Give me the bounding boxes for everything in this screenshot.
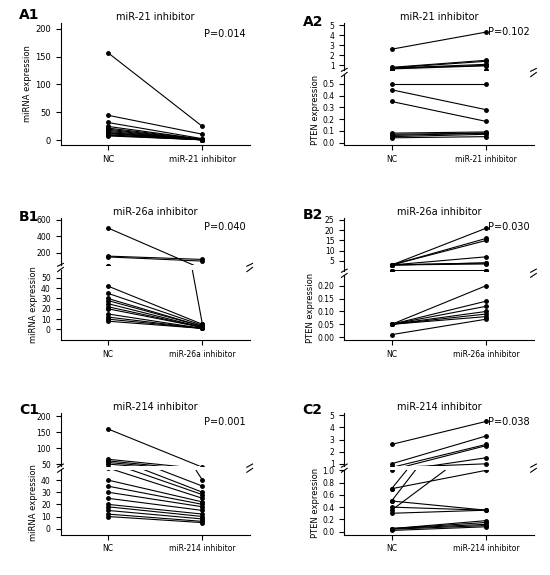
Y-axis label: miRNA expression: miRNA expression bbox=[29, 266, 38, 343]
Text: A1: A1 bbox=[19, 9, 40, 22]
Title: miR-214 inhibitor: miR-214 inhibitor bbox=[397, 402, 481, 412]
Title: miR-26a inhibitor: miR-26a inhibitor bbox=[113, 207, 197, 217]
Title: miR-21 inhibitor: miR-21 inhibitor bbox=[400, 12, 478, 22]
Text: B1: B1 bbox=[19, 209, 39, 224]
Text: P=0.001: P=0.001 bbox=[204, 417, 246, 427]
Text: P=0.014: P=0.014 bbox=[204, 29, 246, 39]
Title: miR-21 inhibitor: miR-21 inhibitor bbox=[116, 12, 194, 22]
Title: miR-26a inhibitor: miR-26a inhibitor bbox=[397, 207, 481, 217]
Text: C1: C1 bbox=[19, 404, 39, 417]
Y-axis label: miRNA expression: miRNA expression bbox=[23, 45, 32, 122]
Y-axis label: PTEN expression: PTEN expression bbox=[306, 273, 315, 343]
Text: B2: B2 bbox=[302, 209, 323, 223]
Text: P=0.038: P=0.038 bbox=[488, 417, 530, 427]
Text: A2: A2 bbox=[302, 14, 323, 29]
Y-axis label: PTEN expression: PTEN expression bbox=[311, 467, 320, 538]
Text: C2: C2 bbox=[302, 404, 323, 417]
Text: P=0.102: P=0.102 bbox=[488, 27, 530, 37]
Title: miR-214 inhibitor: miR-214 inhibitor bbox=[113, 402, 197, 412]
Y-axis label: PTEN expression: PTEN expression bbox=[311, 75, 320, 145]
Text: P=0.040: P=0.040 bbox=[204, 222, 246, 232]
Text: P=0.030: P=0.030 bbox=[488, 222, 530, 232]
Y-axis label: miRNA expression: miRNA expression bbox=[29, 464, 38, 541]
